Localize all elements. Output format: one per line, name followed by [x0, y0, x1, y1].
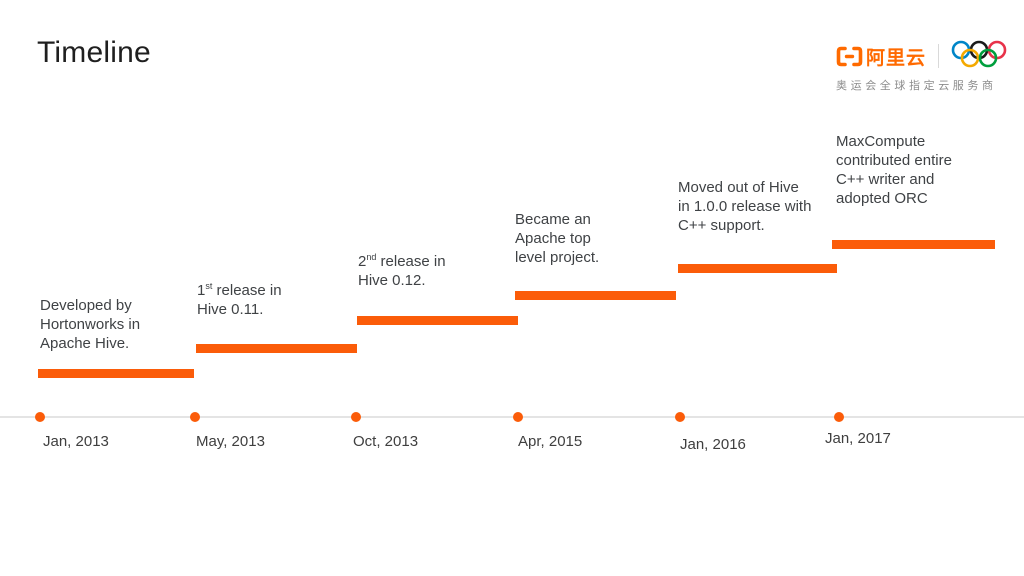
timeline-dot [513, 412, 523, 422]
milestone-text: Moved out of Hive in 1.0.0 release with … [678, 179, 812, 234]
milestone-text: 2nd release in Hive 0.12. [358, 252, 446, 290]
timeline-dot [351, 412, 361, 422]
milestone-text: MaxCompute contributed entire C++ writer… [836, 133, 952, 207]
brand-tagline: 奥运会全球指定云服务商 [836, 80, 997, 92]
milestone-text: Became an Apache top level project. [515, 211, 600, 266]
alibaba-cloud-bracket-icon [836, 46, 863, 67]
date-label: Jan, 2016 [680, 436, 746, 453]
logo-divider [937, 44, 939, 68]
timeline-axis-line [0, 416, 1024, 418]
timeline-dot [35, 412, 45, 422]
page-title: Timeline [37, 36, 151, 69]
date-label: Oct, 2013 [353, 433, 419, 450]
date-label: Jan, 2013 [43, 433, 109, 450]
milestone-bar [832, 240, 995, 249]
brand-row: 阿里云 [836, 40, 1008, 72]
timeline-dot [190, 412, 200, 422]
milestone-bar [515, 291, 676, 300]
date-label: Apr, 2015 [518, 433, 583, 450]
olympic-rings-icon [950, 39, 1008, 73]
brand-logo: 阿里云 [836, 43, 926, 70]
timeline-dot [675, 412, 685, 422]
milestone-text: Developed by Hortonworks in Apache Hive. [40, 297, 141, 352]
date-label: Jan, 2017 [825, 430, 891, 447]
milestone-bar [678, 264, 837, 273]
milestone-bar [357, 316, 518, 325]
milestone-bar [38, 369, 194, 378]
brand-header: 阿里云 奥运会全球指定云服务商 [836, 40, 1008, 93]
timeline-dot [834, 412, 844, 422]
date-label: May, 2013 [196, 433, 265, 450]
milestone-text: 1st release in Hive 0.11. [197, 281, 282, 319]
brand-name: 阿里云 [866, 47, 927, 69]
milestone-bar [196, 344, 357, 353]
